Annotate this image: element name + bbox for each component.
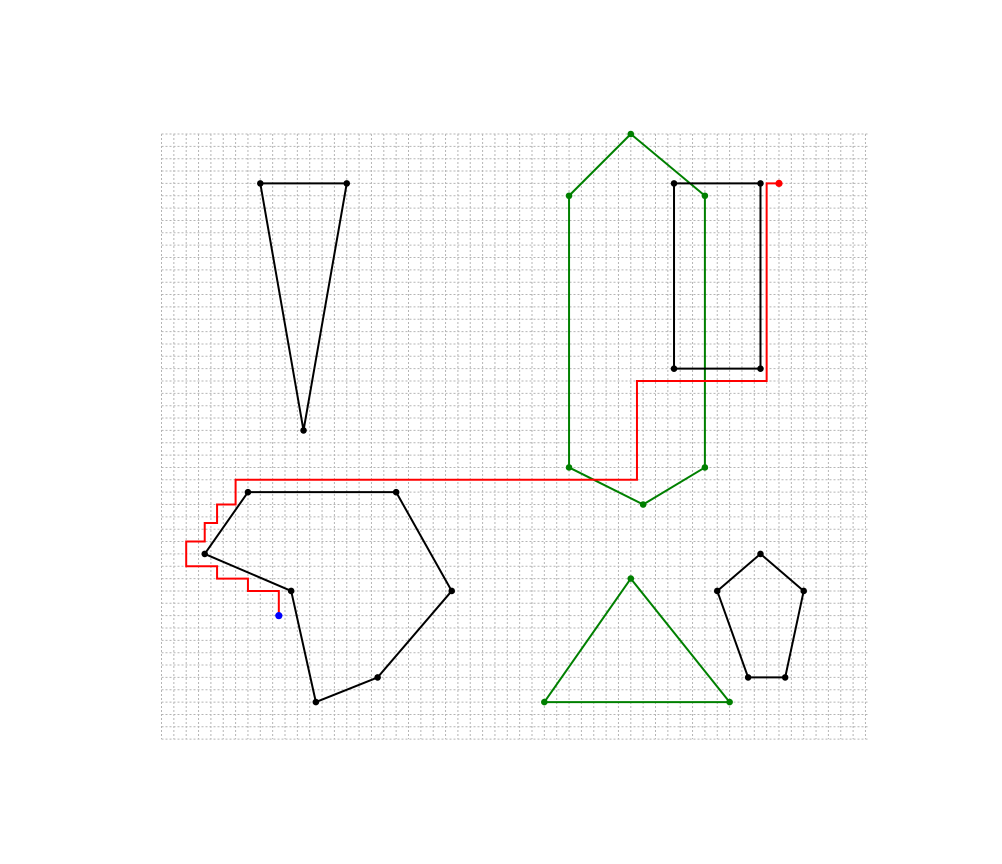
thin-triangle-vertex (343, 180, 351, 187)
hexagon-vertex (639, 501, 647, 508)
heptagon (201, 488, 456, 706)
hexagon-vertex (701, 192, 709, 200)
pentagon-vertex (800, 587, 807, 595)
rectangle-vertex (757, 180, 764, 187)
hexagon-vertex (627, 130, 635, 138)
thin-triangle-vertex (257, 180, 264, 187)
heptagon-outline (203, 491, 453, 704)
rectangle-vertex (670, 365, 678, 372)
polygon-layer (201, 130, 807, 706)
triangle-green (541, 575, 733, 706)
pentagon-vertex (713, 587, 721, 595)
triangle-green-vertex (726, 698, 733, 706)
rectangle (670, 180, 764, 372)
route-line (185, 182, 779, 616)
hexagon-vertex (565, 464, 573, 471)
thin-triangle-vertex (300, 427, 307, 434)
hexagon-vertex (701, 464, 709, 471)
heptagon-vertex (244, 488, 252, 496)
hexagon (565, 130, 709, 508)
pentagon-vertex (744, 674, 752, 681)
heptagon-vertex (392, 488, 400, 496)
heptagon-vertex (287, 587, 295, 595)
thin-triangle-outline (259, 182, 348, 432)
rectangle-vertex (670, 180, 678, 187)
rectangle-vertex (757, 365, 764, 372)
triangle-green-outline (543, 577, 731, 704)
pentagon-vertex (757, 550, 764, 558)
pentagon (713, 550, 807, 681)
heptagon-vertex (374, 674, 381, 681)
triangle-green-vertex (541, 698, 548, 706)
thin-triangle (257, 180, 351, 434)
hexagon-vertex (565, 192, 573, 200)
triangle-green-vertex (627, 575, 635, 582)
route-start-point (775, 179, 783, 187)
heptagon-vertex (312, 698, 320, 706)
route-layer (185, 179, 783, 620)
route-end-point (275, 612, 283, 620)
heptagon-vertex (201, 550, 209, 558)
pentagon-vertex (781, 674, 789, 681)
pentagon-outline (716, 552, 805, 679)
heptagon-vertex (448, 587, 456, 595)
